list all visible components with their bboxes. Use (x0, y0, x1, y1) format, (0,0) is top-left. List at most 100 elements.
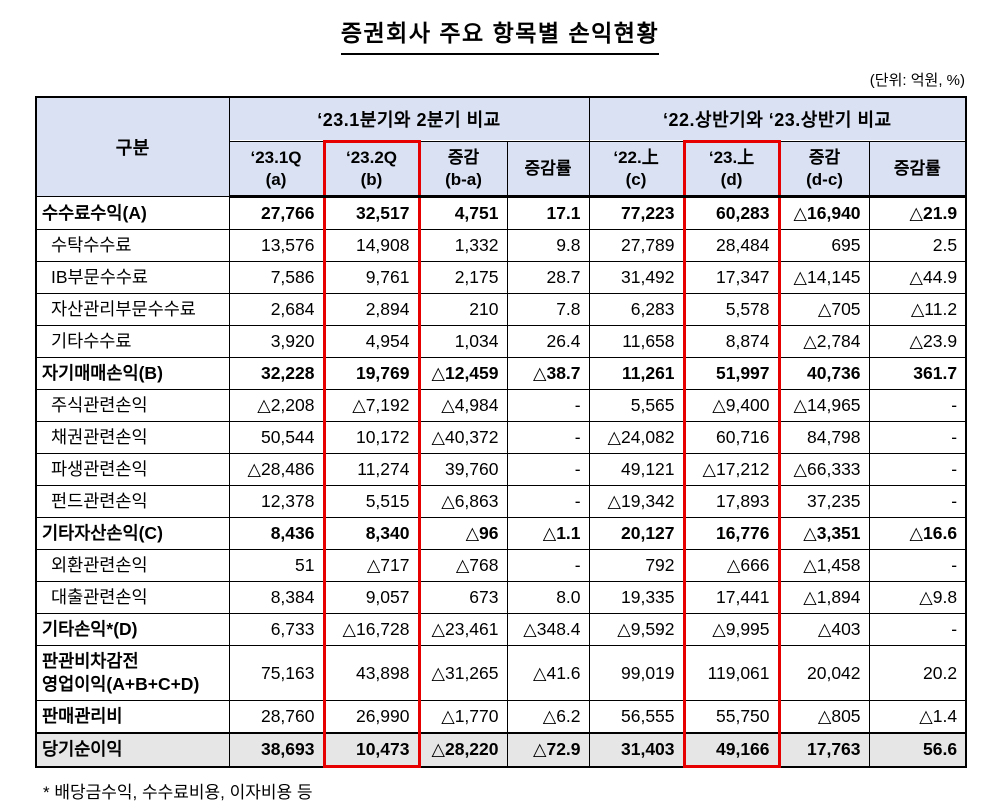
row-label: 기타수수료 (35, 325, 230, 358)
value-cell: 10,172 (322, 421, 421, 454)
value-cell: 28,760 (228, 700, 325, 734)
table-row: 수탁수수료 13,576 14,908 1,332 9.8 27,789 28,484 695… (35, 229, 967, 262)
group-header-row: 구분 ‘23.1분기와 2분기 비교 ‘22.상반기와 ‘23.상반기 비교 (35, 96, 967, 197)
value-cell: 40,736 (778, 357, 870, 390)
value-cell: 60,716 (682, 421, 781, 454)
value-cell: 9,761 (322, 261, 421, 294)
value-cell: 792 (588, 549, 685, 582)
value-cell: 31,403 (588, 732, 685, 767)
value-cell: △23.9 (868, 325, 967, 358)
value-cell: 56.6 (868, 732, 967, 767)
value-cell: △38.7 (506, 357, 590, 390)
value-cell: △11.2 (868, 293, 967, 326)
value-cell: 11,274 (322, 453, 421, 486)
value-cell: - (506, 485, 590, 518)
row-label: 펀드관련손익 (35, 485, 230, 518)
value-cell: △3,351 (778, 517, 870, 550)
row-label: 기타자산손익(C) (35, 517, 230, 550)
value-cell: 99,019 (588, 645, 685, 701)
value-cell: - (868, 389, 967, 422)
col-header-rate-ba: 증감률 (506, 141, 590, 198)
value-cell: 32,517 (322, 196, 421, 230)
value-cell: 20.2 (868, 645, 967, 701)
value-cell: 673 (418, 581, 508, 614)
value-cell: 27,766 (228, 196, 325, 230)
value-cell: △805 (778, 700, 870, 734)
value-cell: 3,920 (228, 325, 325, 358)
value-cell: 5,578 (682, 293, 781, 326)
value-cell: - (506, 549, 590, 582)
value-cell: △717 (322, 549, 421, 582)
table-row: IB부문수수료 7,586 9,761 2,175 28.7 31,492 17,347 △1… (35, 261, 967, 294)
table-row: 채권관련손익 50,544 10,172 △40,372- △24,082 60,716 8… (35, 421, 967, 454)
value-cell: 2,894 (322, 293, 421, 326)
value-cell: 49,166 (682, 732, 781, 768)
table-row: 기타자산손익(C) 8,436 8,340 △96 △1.1 20,127 16,776 △3… (35, 517, 967, 550)
value-cell: 84,798 (778, 421, 870, 454)
value-cell: 17,441 (682, 581, 781, 614)
value-cell: 119,061 (682, 645, 781, 701)
value-cell: 7,586 (228, 261, 325, 294)
value-cell: 75,163 (228, 645, 325, 701)
value-cell: △17,212 (682, 453, 781, 486)
value-cell: △12,459 (418, 357, 508, 390)
value-cell: △28,220 (418, 732, 508, 767)
value-cell: △28,486 (228, 453, 325, 486)
unit-note: (단위: 억원, %) (869, 72, 965, 89)
value-cell: 4,954 (322, 325, 421, 358)
col-header-22-h1: ‘22.上 (c) (588, 141, 685, 198)
value-cell: △44.9 (868, 261, 967, 294)
value-cell: △14,145 (778, 261, 870, 294)
row-label: 대출관련손익 (35, 581, 230, 614)
value-cell: △4,984 (418, 389, 508, 422)
table-row: 수수료수익(A) 27,766 32,517 4,751 17.1 77,223 60,28… (35, 196, 967, 230)
value-cell: △19,342 (588, 485, 685, 518)
value-cell: 4,751 (418, 196, 508, 230)
value-cell: 695 (778, 229, 870, 262)
value-cell: △96 (418, 517, 508, 550)
value-cell: 2.5 (868, 229, 967, 262)
value-cell: △6,863 (418, 485, 508, 518)
value-cell: 361.7 (868, 357, 967, 390)
value-cell: 38,693 (228, 732, 325, 767)
value-cell: △16,728 (322, 613, 421, 646)
value-cell: △66,333 (778, 453, 870, 486)
value-cell: 13,576 (228, 229, 325, 262)
value-cell: 31,492 (588, 261, 685, 294)
value-cell: 16,776 (682, 517, 781, 550)
value-cell: 17,893 (682, 485, 781, 518)
value-cell: 8,874 (682, 325, 781, 358)
value-cell: 55,750 (682, 700, 781, 734)
value-cell: △348.4 (506, 613, 590, 646)
value-cell: △31,265 (418, 645, 508, 701)
value-cell: 1,034 (418, 325, 508, 358)
value-cell: 27,789 (588, 229, 685, 262)
value-cell: △24,082 (588, 421, 685, 454)
value-cell: 12,378 (228, 485, 325, 518)
table-row: 펀드관련손익 12,378 5,515 △6,863- △19,342 17,893 37,… (35, 485, 967, 518)
table-row: 파생관련손익 △28,486 11,274 39,760-49,121 △17,212 △… (35, 453, 967, 486)
value-cell: 19,335 (588, 581, 685, 614)
value-cell: 50,544 (228, 421, 325, 454)
value-cell: 26.4 (506, 325, 590, 358)
value-cell: - (506, 421, 590, 454)
value-cell: △1,770 (418, 700, 508, 734)
value-cell: △14,965 (778, 389, 870, 422)
value-cell: △23,461 (418, 613, 508, 646)
value-cell: 6,733 (228, 613, 325, 646)
value-cell: △666 (682, 549, 781, 582)
row-label: 수탁수수료 (35, 229, 230, 262)
value-cell: 28.7 (506, 261, 590, 294)
sub-header-row: ‘23.1Q (a) ‘23.2Q (b) 증감 (b-a) 증감률 ‘22.上… (36, 140, 967, 198)
value-cell: △9,592 (588, 613, 685, 646)
value-cell: 28,484 (682, 229, 781, 262)
col-header-diff-ba: 증감 (b-a) (418, 141, 508, 198)
value-cell: △41.6 (506, 645, 590, 701)
col-header-category: 구분 (35, 96, 230, 197)
row-label: 채권관련손익 (35, 421, 230, 454)
table-row: 판매관리비 28,760 26,990 △1,770 △6.2 56,555 55,750 △… (35, 700, 967, 734)
table-row: 자산관리부문수수료 2,684 2,894 210 7.8 6,283 5,578 △705 △… (35, 293, 967, 326)
value-cell: △16,940 (778, 196, 870, 230)
row-label: 당기순이익 (35, 732, 230, 767)
value-cell: 11,658 (588, 325, 685, 358)
